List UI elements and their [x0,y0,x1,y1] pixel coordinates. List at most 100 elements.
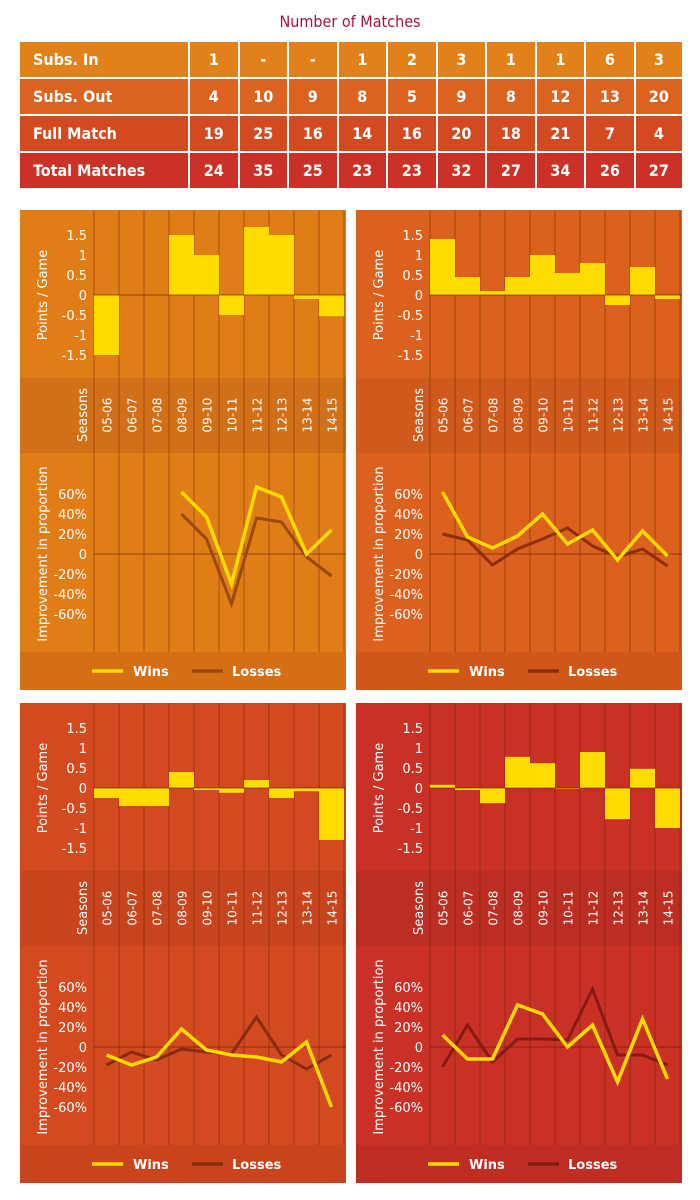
bar-tick-label: -1 [410,329,423,344]
line-ylabel: Improvement in proportion [36,959,51,1134]
season-tick-label: 13-14 [301,891,315,926]
line-tick-label: -20% [53,1061,87,1076]
line-ylabel: Improvement in proportion [36,466,51,641]
table-row: Subs. In 1- -1 2 3 1 1 6 3 [20,42,682,79]
season-tick-label: 08-09 [512,891,526,926]
bar [530,255,555,295]
line-ylabel: Improvement in proportion [372,959,387,1134]
seasons-label: Seasons [76,388,91,442]
line-tick-label: 40% [394,508,423,523]
line-tick-label: 40% [58,508,87,523]
line-tick-label: -20% [389,568,423,583]
legend-losses-label: Losses [232,665,282,680]
bar-tick-label: -0.5 [62,309,87,324]
bar-tick-label: 0 [415,782,423,797]
season-chart-panel: 1.5 1 0.5 0 -0.5 -1 -1.5 60% 40% 20% 0 -20% -40% -60%… [20,210,346,690]
table-cell: 8 [336,77,389,116]
table-cell: 1 [336,42,389,79]
bar-ylabel: Points / Game [36,743,51,833]
table-cell: 23 [336,151,389,188]
season-tick-label: 10-11 [562,891,576,926]
season-tick-label: 09-10 [201,398,215,433]
bar-tick-label: 0.5 [66,269,87,284]
line-tick-label: 60% [394,981,423,996]
table-cell: 1 [485,42,537,79]
seasons-label: Seasons [412,388,427,442]
line-tick-label: -40% [389,588,423,603]
bar-tick-label: 0.5 [66,762,87,777]
season-tick-label: 11-12 [251,398,265,433]
losses-line [180,512,333,609]
season-chart-panel: 1.5 1 0.5 0 -0.5 -1 -1.5 60% 40% 20% 0 -20% -40% -60%… [20,703,346,1183]
legend-losses-label: Losses [568,665,618,680]
table-cell: 3 [435,42,488,79]
seasons-band [20,378,346,453]
bar-tick-label: 1 [415,249,423,264]
season-tick-label: 12-13 [612,398,626,433]
season-tick-label: 12-13 [612,891,626,926]
row-label: Subs. Out [20,77,190,116]
bar [605,295,630,305]
bar-ylabel: Points / Game [372,743,387,833]
season-tick-label: 07-08 [487,398,501,433]
legend-losses-label: Losses [568,1158,618,1173]
line-tick-label: -60% [53,1101,87,1116]
bar [219,295,244,315]
season-tick-label: 09-10 [201,891,215,926]
legend-band [20,1145,346,1183]
matches-table: Subs. In 1- -1 2 3 1 1 6 3 Subs. Out 4 10 9 8 5 9 8 12 13 2… [20,42,682,188]
bar [294,295,319,299]
bar [294,788,319,792]
line-tick-label: -40% [53,1081,87,1096]
season-tick-label: 11-12 [251,891,265,926]
season-tick-label: 11-12 [587,891,601,926]
bar-tick-label: 1 [79,742,87,757]
bar [530,763,555,788]
line-tick-label: 20% [394,1021,423,1036]
wins-line [440,491,669,563]
line-tick-label: -60% [53,608,87,623]
table-cell: 4 [633,114,682,153]
bar-tick-label: 1 [79,249,87,264]
legend-wins-label: Wins [469,1158,505,1173]
bar [169,235,194,295]
bar [430,239,455,295]
table-cell: 2 [386,42,438,79]
bar [455,277,480,295]
chart-title: Number of Matches [279,12,421,31]
bar-tick-label: -1 [74,329,87,344]
line-tick-label: 40% [58,1001,87,1016]
bar [144,788,169,806]
line-tick-label: -20% [53,568,87,583]
seasons-band [356,871,682,946]
season-tick-label: 13-14 [637,398,651,433]
line-tick-label: -60% [389,1101,423,1116]
bar-tick-label: -1 [74,822,87,837]
season-tick-label: 10-11 [562,398,576,433]
line-tick-label: 60% [58,488,87,503]
bar-tick-label: 0.5 [402,269,423,284]
line-tick-label: 20% [394,528,423,543]
table-cell: 4 [188,77,240,116]
season-tick-label: 08-09 [176,891,190,926]
table-cell: 20 [435,114,488,153]
bar [630,768,655,788]
bar-tick-label: -1.5 [62,842,87,857]
bar-tick-label: -1.5 [398,842,423,857]
table-cell: 16 [386,114,438,153]
table-cell: 1 [188,42,240,79]
bar-ylabel: Points / Game [372,250,387,340]
bar [194,255,219,295]
season-tick-label: 14-15 [662,398,676,433]
bar-tick-label: 0 [415,289,423,304]
table-cell: - [237,42,290,79]
season-tick-label: 14-15 [662,891,676,926]
bar [219,788,244,793]
table-cell: 14 [336,114,389,153]
row-label: Full Match [20,114,190,153]
bar [605,788,630,820]
legend-wins-label: Wins [133,665,169,680]
line-tick-label: 20% [58,528,87,543]
bar-tick-label: 1.5 [402,722,423,737]
bar [194,788,219,790]
